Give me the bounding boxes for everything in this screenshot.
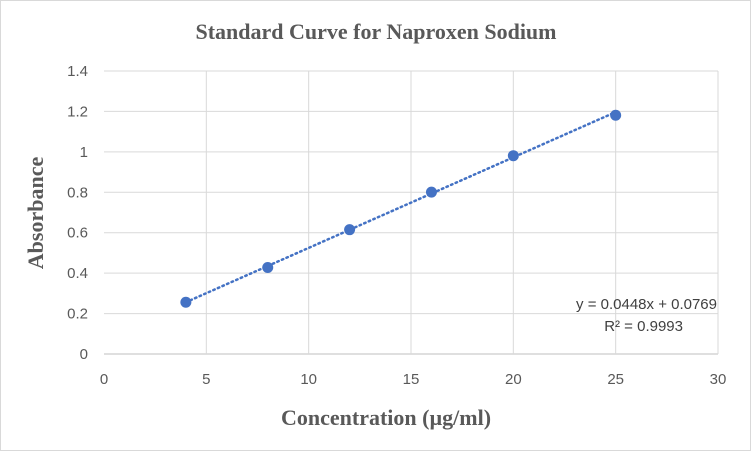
y-tick-label: 1 — [80, 144, 88, 161]
x-tick-label: 0 — [100, 371, 108, 388]
y-tick-label: 1.2 — [67, 103, 88, 120]
x-tick-label: 10 — [300, 371, 317, 388]
y-tick-label: 1.4 — [67, 63, 88, 80]
y-tick-label: 0.8 — [67, 184, 88, 201]
trendline-equation: y = 0.0448x + 0.0769 — [576, 296, 717, 313]
data-point — [610, 109, 622, 121]
data-point — [507, 150, 519, 162]
x-tick-label: 15 — [403, 371, 420, 388]
y-axis-title: Absorbance — [23, 157, 48, 270]
y-tick-label: 0.2 — [67, 306, 88, 323]
trendline-layer — [184, 110, 617, 304]
x-axis-title: Concentration (µg/ml) — [281, 405, 491, 430]
y-tick-label: 0.4 — [67, 265, 88, 282]
x-tick-label: 5 — [202, 371, 210, 388]
trendline — [184, 110, 617, 304]
chart-title: Standard Curve for Naproxen Sodium — [195, 19, 556, 44]
data-point — [262, 261, 274, 273]
gridlines — [104, 70, 719, 355]
tick-labels: 0 0.2 0.4 0.6 0.8 1 1.2 1.4 0 5 10 15 20 25 30 — [67, 63, 726, 388]
y-tick-label: 0 — [80, 346, 88, 363]
x-tick-label: 25 — [607, 371, 624, 388]
data-point — [180, 296, 192, 308]
data-point — [344, 224, 356, 236]
data-points — [180, 109, 622, 308]
y-tick-label: 0.6 — [67, 225, 88, 242]
x-tick-label: 30 — [710, 371, 727, 388]
r-squared-label: R² = 0.9993 — [604, 318, 683, 335]
x-tick-label: 20 — [505, 371, 522, 388]
data-point — [425, 186, 437, 198]
